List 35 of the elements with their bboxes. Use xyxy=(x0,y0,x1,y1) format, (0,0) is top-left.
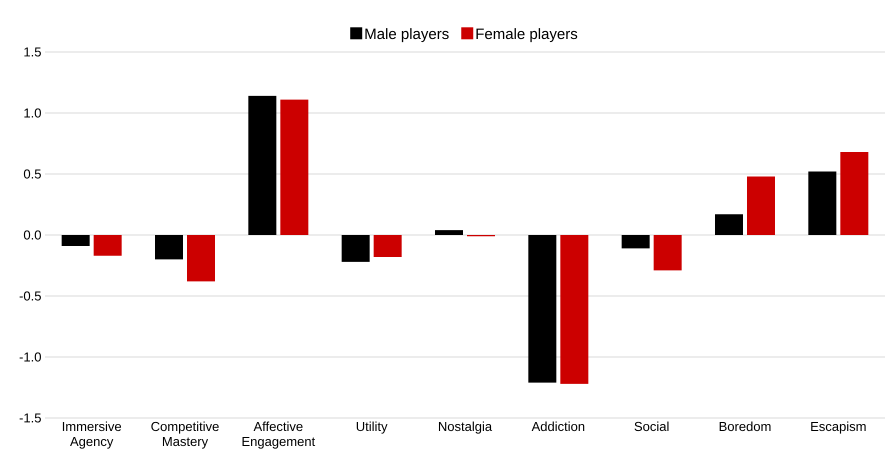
x-tick-label: Social xyxy=(634,422,668,432)
y-tick-label: -1.5 xyxy=(20,413,41,423)
bar xyxy=(840,152,868,235)
bar xyxy=(187,235,215,282)
bar xyxy=(714,214,743,235)
bar xyxy=(248,96,276,235)
y-tick-label: 1.0 xyxy=(24,108,41,118)
x-tick-label: Escapism xyxy=(811,422,866,434)
bar xyxy=(747,176,775,235)
y-tick-label: -1.0 xyxy=(20,352,41,362)
legend-label: Female players xyxy=(476,28,578,42)
x-tick-label: Utility xyxy=(356,422,388,434)
bar xyxy=(560,235,588,384)
bar xyxy=(374,235,402,257)
bar xyxy=(62,235,90,246)
x-tick-label: Affective Engagement xyxy=(242,422,316,449)
y-tick-label: -0.5 xyxy=(20,291,41,301)
x-tick-label: Boredom xyxy=(720,422,771,432)
x-tick-label: Nostalgia xyxy=(438,422,492,434)
bar xyxy=(435,230,463,235)
y-tick-label: 0.5 xyxy=(24,169,41,179)
y-tick-label: 0.0 xyxy=(24,230,41,240)
bar xyxy=(94,235,122,256)
x-tick-label: Immersive Agency xyxy=(62,422,122,449)
x-tick-label: Addiction xyxy=(532,422,584,432)
y-tick-label: 1.5 xyxy=(24,47,41,57)
bar xyxy=(342,235,370,262)
bar xyxy=(280,100,308,235)
legend-label: Male players xyxy=(365,28,449,42)
bar xyxy=(808,172,836,235)
bar xyxy=(622,235,650,248)
bar xyxy=(528,235,556,383)
x-tick-label: Competitive Mastery xyxy=(151,422,219,449)
bar xyxy=(155,235,184,260)
bar xyxy=(654,235,682,270)
